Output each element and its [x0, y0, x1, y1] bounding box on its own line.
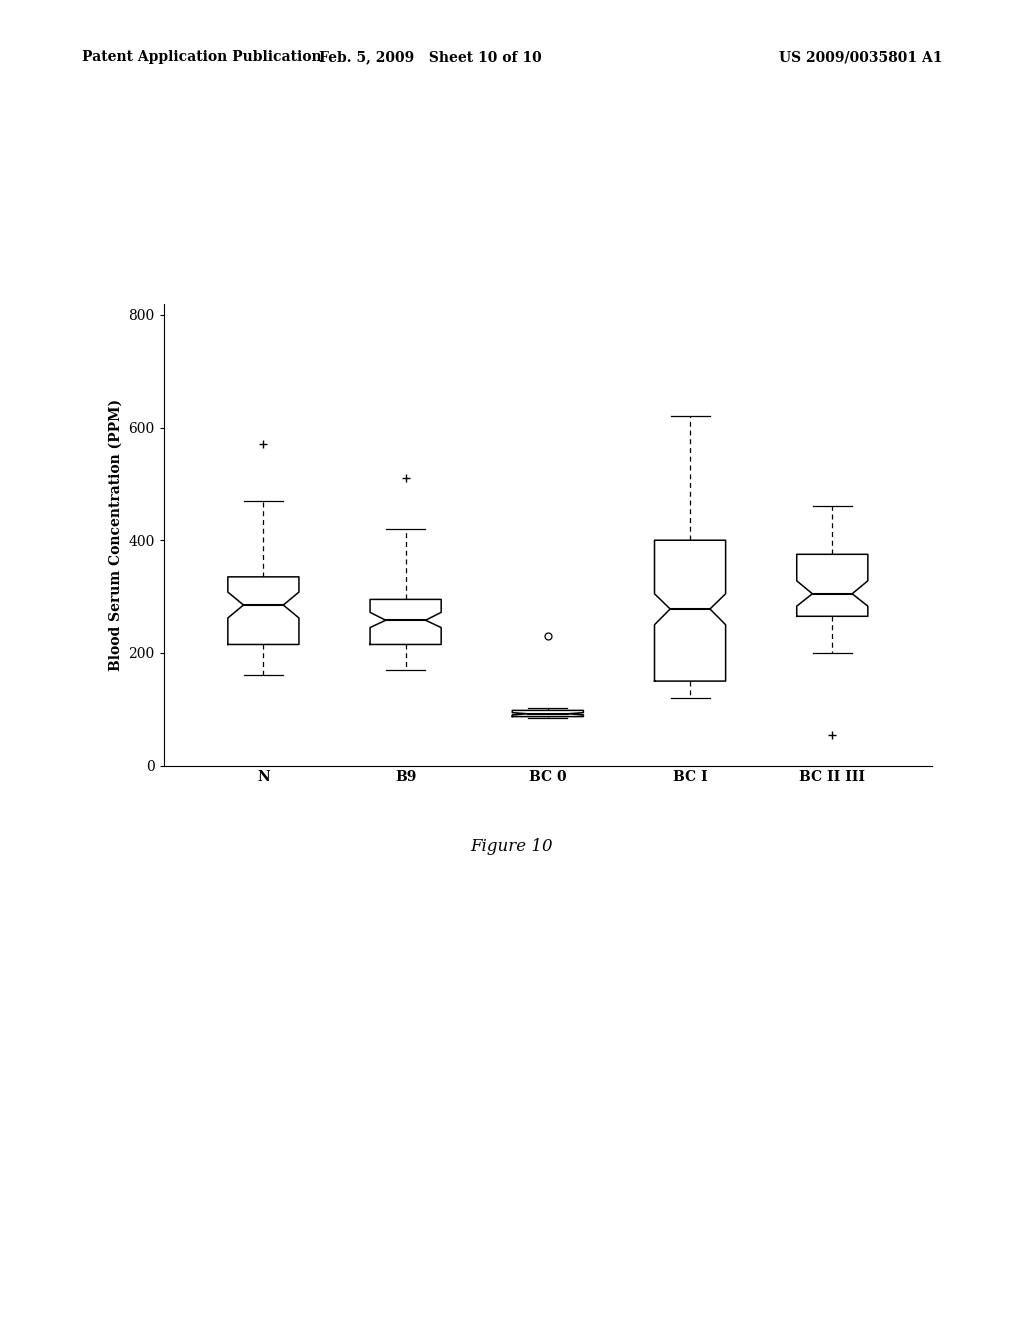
Y-axis label: Blood Serum Concentration (PPM): Blood Serum Concentration (PPM): [109, 399, 123, 671]
Polygon shape: [797, 554, 868, 616]
Text: US 2009/0035801 A1: US 2009/0035801 A1: [778, 50, 942, 65]
Polygon shape: [654, 540, 726, 681]
Polygon shape: [512, 710, 584, 717]
Text: Figure 10: Figure 10: [471, 838, 553, 855]
Text: Patent Application Publication: Patent Application Publication: [82, 50, 322, 65]
Polygon shape: [228, 577, 299, 644]
Text: Feb. 5, 2009   Sheet 10 of 10: Feb. 5, 2009 Sheet 10 of 10: [318, 50, 542, 65]
Polygon shape: [370, 599, 441, 644]
